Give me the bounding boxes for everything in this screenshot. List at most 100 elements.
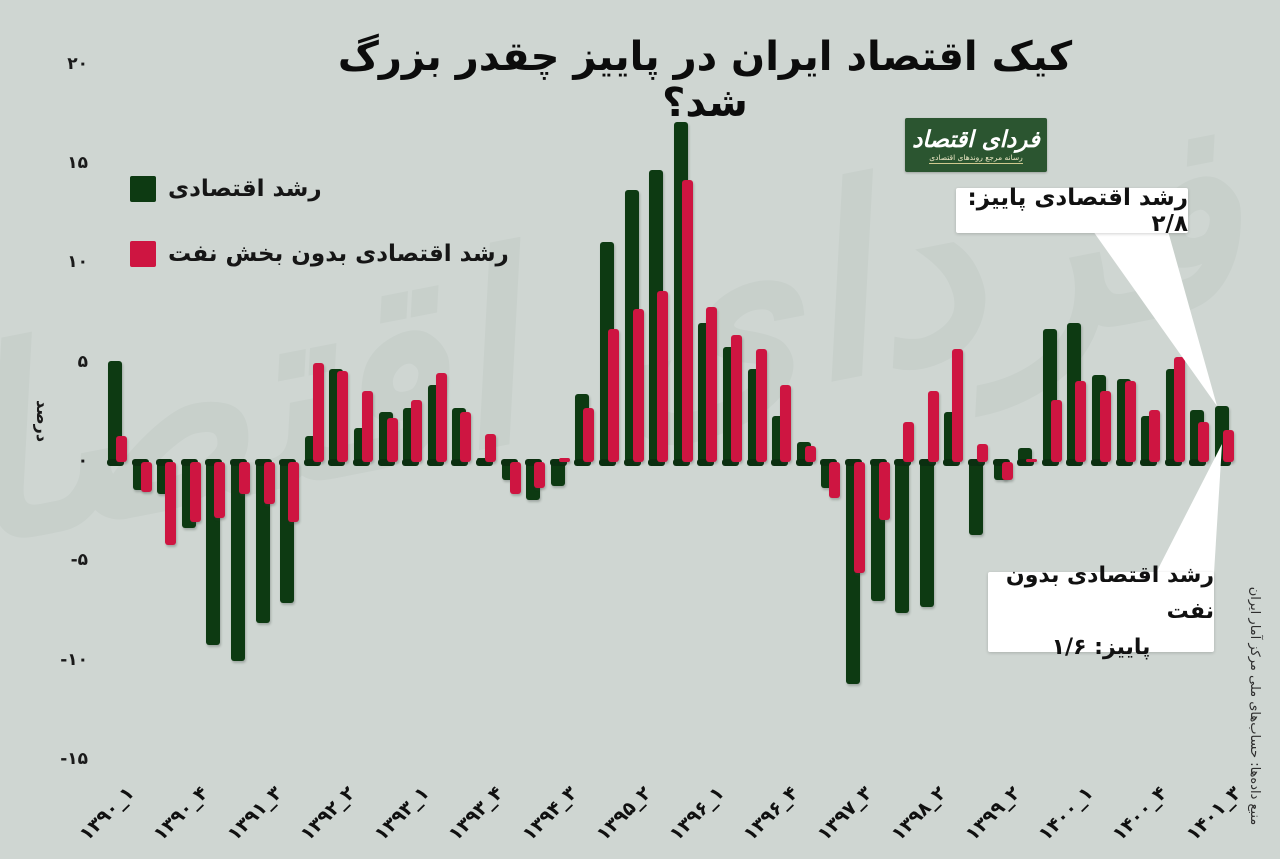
- gdp-bar: [969, 462, 983, 536]
- non-oil-bar: [1223, 430, 1234, 462]
- non-oil-bar: [977, 444, 988, 462]
- non-oil-bar: [952, 348, 964, 462]
- zero-cap: [746, 459, 764, 466]
- x-tick-label: ۱۳۹۳_۴: [444, 782, 508, 846]
- non-oil-bar: [1124, 380, 1136, 462]
- logo-name: فردای اقتصاد: [912, 126, 1040, 153]
- zero-cap: [968, 459, 985, 466]
- x-tick-label: ۱۳۹۶_۱: [665, 782, 729, 846]
- non-oil-bar: [1100, 390, 1111, 462]
- non-oil-bar: [1198, 422, 1210, 462]
- zero-cap: [894, 459, 912, 466]
- zero-cap: [377, 459, 395, 466]
- gdp-bar: [895, 462, 910, 613]
- non-oil-bar: [706, 307, 718, 462]
- zero-cap: [205, 459, 223, 466]
- non-oil-bar: [509, 462, 521, 494]
- annotation-gdp-text: رشد اقتصادی پاییز: ۲/۸: [967, 184, 1188, 237]
- zero-cap: [845, 459, 862, 466]
- y-tick-label: ۱۰: [67, 252, 88, 273]
- x-tick-label: ۱۴۰۱_۳: [1182, 782, 1246, 846]
- y-tick-label: ۲۰: [67, 53, 88, 74]
- zero-cap: [1041, 459, 1059, 466]
- y-tick-label: -۵: [70, 550, 88, 571]
- zero-cap: [992, 459, 1010, 466]
- legend-item-gdp: رشد اقتصادی: [130, 176, 322, 202]
- zero-cap: [1091, 459, 1108, 466]
- zero-cap: [279, 459, 297, 466]
- legend-non-oil-label: رشد اقتصادی بدون بخش نفت: [168, 241, 509, 267]
- non-oil-bar: [460, 412, 472, 462]
- zero-cap: [549, 459, 567, 466]
- non-oil-bar: [140, 462, 152, 492]
- non-oil-bar: [435, 372, 447, 462]
- x-tick-label: ۱۳۹۰_۴: [149, 782, 213, 846]
- x-tick-label: ۱۳۹۲_۲: [296, 782, 360, 846]
- x-tick-label: ۱۳۹۵_۲: [591, 782, 656, 846]
- non-oil-bar: [903, 422, 915, 462]
- non-oil-bar: [165, 462, 177, 546]
- non-oil-bar: [1173, 356, 1185, 462]
- zero-cap: [328, 459, 346, 466]
- non-oil-bar: [411, 400, 423, 462]
- non-oil-bar: [1001, 462, 1013, 480]
- x-tick-label: ۱۳۹۹_۲: [960, 782, 1025, 846]
- non-oil-bar: [558, 458, 570, 462]
- zero-cap: [574, 459, 592, 466]
- data-source-caption: منبع داده‌ها: حساب‌های ملی مرکز آمار ایر…: [1247, 586, 1262, 826]
- zero-cap: [697, 459, 715, 466]
- non-oil-bar: [288, 462, 300, 522]
- zero-cap: [230, 459, 247, 466]
- legend-item-non-oil: رشد اقتصادی بدون بخش نفت: [130, 241, 509, 267]
- y-tick-label: -۱۵: [60, 748, 88, 769]
- non-oil-bar: [239, 462, 250, 494]
- non-oil-swatch-icon: [130, 241, 156, 267]
- non-oil-bar: [927, 390, 939, 462]
- zero-cap: [1115, 459, 1133, 466]
- zero-cap: [869, 459, 887, 466]
- zero-cap: [156, 459, 174, 466]
- zero-cap: [1066, 459, 1084, 466]
- non-oil-bar: [608, 328, 619, 462]
- zero-cap: [623, 459, 641, 466]
- non-oil-bar: [657, 291, 669, 462]
- zero-cap: [599, 459, 616, 466]
- x-tick-label: ۱۳۹۳_۱: [370, 782, 434, 846]
- non-oil-bar: [1026, 459, 1038, 462]
- zero-cap: [107, 459, 124, 466]
- non-oil-bar: [854, 462, 865, 574]
- x-tick-label: ۱۴۰۰_۱: [1034, 782, 1098, 846]
- non-oil-bar: [189, 462, 201, 522]
- zero-cap: [451, 459, 469, 466]
- non-oil-bar: [755, 348, 767, 462]
- y-tick-label: ۵: [77, 351, 88, 372]
- gdp-bar: [919, 462, 934, 607]
- gdp-bar: [550, 462, 565, 486]
- y-tick-label: ۱۵: [67, 153, 88, 174]
- zero-cap: [353, 459, 370, 466]
- y-tick-label: ۰: [77, 451, 88, 471]
- gdp-swatch-icon: [130, 176, 156, 202]
- zero-cap: [943, 459, 961, 466]
- non-oil-bar: [632, 309, 644, 462]
- non-oil-bar: [263, 462, 275, 504]
- zero-cap: [648, 459, 666, 466]
- non-oil-bar: [485, 434, 496, 462]
- zero-cap: [795, 459, 813, 466]
- non-oil-bar: [534, 462, 546, 488]
- non-oil-bar: [116, 436, 127, 462]
- annotation-non-oil-line2: پاییز: ۱/۶: [1051, 635, 1151, 660]
- x-tick-label: ۱۳۹۶_۴: [739, 782, 803, 846]
- zero-cap: [722, 459, 739, 466]
- non-oil-bar: [804, 446, 816, 462]
- non-oil-bar: [386, 418, 398, 462]
- non-oil-bar: [878, 462, 890, 520]
- x-tick-label: ۱۳۹۷_۳: [813, 782, 877, 846]
- legend-gdp-label: رشد اقتصادی: [168, 176, 322, 202]
- non-oil-bar: [1149, 410, 1161, 462]
- non-oil-bar: [312, 362, 324, 462]
- x-tick-label: ۱۳۹۴_۳: [518, 782, 582, 846]
- zero-cap: [918, 459, 936, 466]
